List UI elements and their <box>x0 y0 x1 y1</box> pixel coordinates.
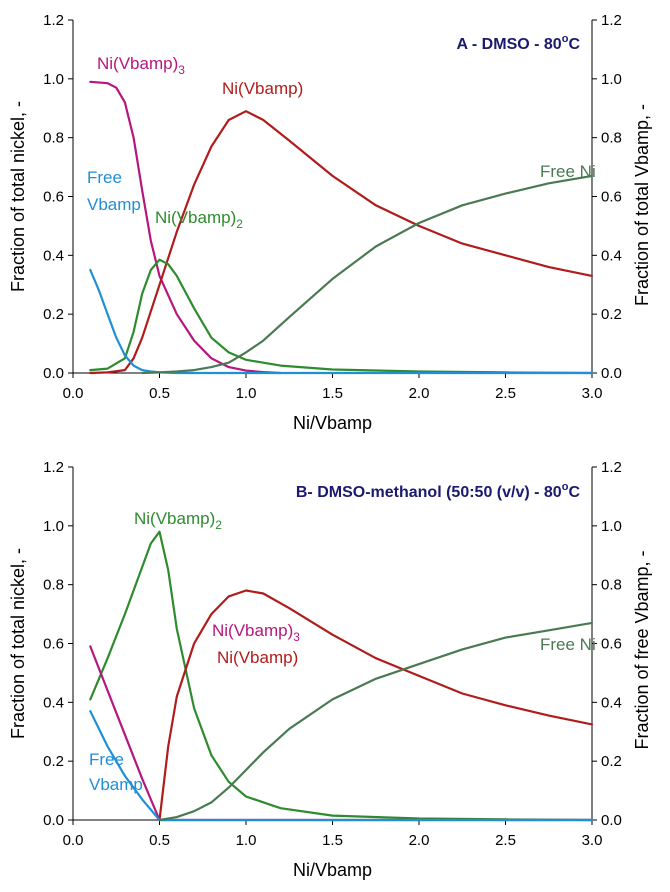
chart-title: B- DMSO-methanol (50:50 (v/v) - 80oC <box>296 481 581 501</box>
series-label-subscript: 2 <box>215 518 222 532</box>
x-tick-label: 1.0 <box>236 832 257 849</box>
y-tick-label-right: 1.2 <box>601 12 622 29</box>
y-tick-label-left: 0.0 <box>43 365 64 382</box>
series-line-ni-vbamp-3 <box>89 80 282 375</box>
chart-title: A - DMSO - 80oC <box>457 33 581 53</box>
series-label-main: Free Ni <box>540 635 596 654</box>
series-label-free-ni: Free Ni <box>540 635 596 654</box>
series-label-main: Ni(Vbamp) <box>97 54 178 73</box>
series-label-free-vbamp: Free <box>87 168 122 187</box>
series-label-main: Ni(Vbamp) <box>134 509 215 528</box>
series-label-main: Ni(Vbamp) <box>222 79 303 98</box>
x-tick-label: 2.5 <box>495 385 516 402</box>
x-tick-label: 1.5 <box>322 832 343 849</box>
series-line-ni-vbamp-2 <box>89 258 594 375</box>
series-line-free-ni <box>158 621 594 822</box>
y-tick-label-left: 1.0 <box>43 518 64 535</box>
y2-axis-title: Fraction of total Vbamp, - <box>632 104 652 306</box>
y-tick-label-right: 0.8 <box>601 130 622 147</box>
series-label-ni-vbamp-3: Ni(Vbamp)3 <box>212 621 300 644</box>
y-tick-label-right: 1.2 <box>601 459 622 476</box>
series-label-main: Free Ni <box>540 162 596 181</box>
y-tick-label-right: 0.4 <box>601 694 622 711</box>
x-tick-label: 3.0 <box>582 385 603 402</box>
y-tick-label-left: 0.4 <box>43 694 64 711</box>
y-tick-label-left: 0.6 <box>43 189 64 206</box>
y-tick-label-left: 0.8 <box>43 577 64 594</box>
series-line-free-ni <box>141 174 594 375</box>
y-tick-label-right: 0.8 <box>601 577 622 594</box>
y-tick-label-right: 0.0 <box>601 365 622 382</box>
series-line-ni-vbamp-2 <box>89 530 594 822</box>
y-tick-label-right: 1.0 <box>601 71 622 88</box>
series-label-line2: Vbamp <box>87 195 141 214</box>
series-label-subscript: 2 <box>236 217 243 231</box>
y-tick-label-right: 0.0 <box>601 812 622 829</box>
series-line-ni-vbamp-3 <box>89 645 594 822</box>
x-tick-label: 1.0 <box>236 385 257 402</box>
series-label-subscript: 3 <box>178 63 185 77</box>
x-tick-label: 3.0 <box>582 832 603 849</box>
x-axis-title: Ni/Vbamp <box>293 413 372 433</box>
y-tick-label-right: 0.2 <box>601 306 622 323</box>
y-axis-title: Fraction of total nickel, - <box>8 101 28 292</box>
y-axis-title: Fraction of total nickel, - <box>8 548 28 739</box>
y-tick-label-right: 0.4 <box>601 247 622 264</box>
series-label-main: Ni(Vbamp) <box>155 208 236 227</box>
series-label-ni-vbamp-: Ni(Vbamp) <box>222 79 303 98</box>
y-tick-label-left: 0.6 <box>43 636 64 653</box>
x-tick-label: 0.0 <box>63 832 84 849</box>
y-tick-label-left: 0.8 <box>43 130 64 147</box>
y-tick-label-left: 1.0 <box>43 71 64 88</box>
y-tick-label-left: 0.4 <box>43 247 64 264</box>
series-label-main: Ni(Vbamp) <box>217 648 298 667</box>
y-tick-label-right: 0.2 <box>601 753 622 770</box>
y2-axis-title: Fraction of free Vbamp, - <box>632 550 652 749</box>
series-label-main: Free <box>87 168 122 187</box>
series-label-ni-vbamp-2: Ni(Vbamp)2 <box>155 208 243 231</box>
series-label-subscript: 3 <box>293 630 300 644</box>
y-tick-label-right: 0.6 <box>601 636 622 653</box>
series-label-ni-vbamp-3: Ni(Vbamp)3 <box>97 54 185 77</box>
chart-title-text: A - DMSO - 80 <box>457 36 562 53</box>
chart-title-degree: o <box>562 481 569 493</box>
series-label-line2: Vbamp <box>89 775 143 794</box>
chart-title-unit: C <box>568 36 580 53</box>
series-label-free-vbamp: Free <box>89 750 124 769</box>
x-axis-title: Ni/Vbamp <box>293 860 372 880</box>
series-line-free-vbamp <box>89 710 594 822</box>
y-tick-label-right: 0.6 <box>601 189 622 206</box>
y-tick-label-left: 1.2 <box>43 12 64 29</box>
chart-title-text: B- DMSO-methanol (50:50 (v/v) - 80 <box>296 484 562 501</box>
x-tick-label: 0.5 <box>149 385 170 402</box>
series-line-ni-vbamp- <box>158 589 594 822</box>
series-label-main: Free <box>89 750 124 769</box>
x-tick-label: 2.0 <box>409 832 430 849</box>
x-tick-label: 1.5 <box>322 385 343 402</box>
y-tick-label-left: 0.2 <box>43 753 64 770</box>
x-tick-label: 0.5 <box>149 832 170 849</box>
chart-title-unit: C <box>568 484 580 501</box>
series-label-free-ni: Free Ni <box>540 162 596 181</box>
y-tick-label-left: 0.2 <box>43 306 64 323</box>
series-label-ni-vbamp-: Ni(Vbamp) <box>217 648 298 667</box>
chart-title-degree: o <box>562 33 569 45</box>
chart-panel-a: 0.0 0.0 0.2 0.2 0.4 0.4 0.6 0.6 0.8 0.8 1.0 1.0 1.2 1… <box>8 12 652 433</box>
x-tick-label: 2.0 <box>409 385 430 402</box>
x-tick-label: 2.5 <box>495 832 516 849</box>
series-label-ni-vbamp-2: Ni(Vbamp)2 <box>134 509 222 532</box>
y-tick-label-right: 1.0 <box>601 518 622 535</box>
series-label-main: Ni(Vbamp) <box>212 621 293 640</box>
y-tick-label-left: 0.0 <box>43 812 64 829</box>
series-line-ni-vbamp- <box>89 110 594 375</box>
x-tick-label: 0.0 <box>63 385 84 402</box>
y-tick-label-left: 1.2 <box>43 459 64 476</box>
series-line-free-vbamp <box>89 268 594 375</box>
chart-panel-b: 0.0 0.0 0.2 0.2 0.4 0.4 0.6 0.6 0.8 0.8 1.0 1.0 1.2 1… <box>8 459 652 880</box>
